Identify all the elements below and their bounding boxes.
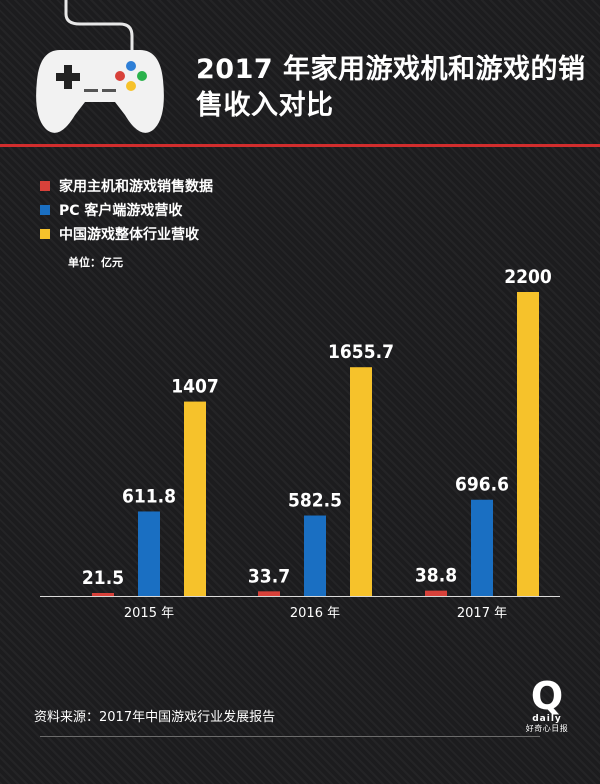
bar: [304, 515, 326, 596]
gamepad-icon: [36, 0, 164, 133]
legend-swatch-red: [40, 181, 50, 191]
bar: [471, 499, 493, 596]
data-label: 33.7: [248, 565, 290, 587]
legend-item-pc: PC 客户端游戏营收: [40, 200, 182, 220]
bar: [92, 593, 114, 596]
legend-swatch-yellow: [40, 229, 50, 239]
x-tick-label: 2016 年: [290, 606, 340, 621]
legend-label: PC 客户端游戏营收: [59, 203, 183, 219]
data-label: 1655.7: [328, 341, 394, 363]
brand-logo: Q daily 好奇心日报: [523, 674, 571, 734]
page-title: 2017 年家用游戏机和游戏的销售收入对比: [196, 54, 586, 121]
data-label: 38.8: [415, 565, 457, 587]
logo-chinese: 好奇心日报: [525, 724, 569, 733]
x-tick-label: 2017 年: [457, 606, 507, 621]
unit-label: 单位：亿元: [68, 256, 123, 269]
logo-word: daily: [532, 714, 562, 724]
bar: [425, 590, 447, 596]
data-label: 1407: [171, 376, 219, 398]
legend-label: 家用主机和游戏销售数据: [59, 179, 213, 195]
bar: [138, 511, 160, 596]
bar-chart: 21.5 611.8 1407 2015 年 33.7 582.5 1655.7 2016 年…: [40, 266, 560, 621]
source-label: 资料来源：2017年中国游戏行业发展报告: [34, 710, 276, 725]
title-divider: [0, 144, 600, 147]
legend-item-industry: 中国游戏整体行业营收: [40, 224, 199, 244]
data-label: 21.5: [82, 567, 124, 589]
legend-swatch-blue: [40, 205, 50, 215]
logo-letter: Q: [530, 674, 564, 718]
bar: [517, 292, 539, 596]
bar: [184, 401, 206, 596]
bar: [258, 591, 280, 596]
legend-item-console: 家用主机和游戏销售数据: [40, 176, 213, 196]
data-label: 611.8: [122, 485, 176, 507]
legend-label: 中国游戏整体行业营收: [59, 227, 199, 243]
x-tick-label: 2015 年: [124, 606, 174, 621]
footer-divider: [40, 736, 540, 737]
data-label: 582.5: [288, 490, 342, 512]
data-label: 696.6: [455, 474, 509, 496]
data-label: 2200: [504, 266, 552, 288]
bar: [350, 367, 372, 596]
